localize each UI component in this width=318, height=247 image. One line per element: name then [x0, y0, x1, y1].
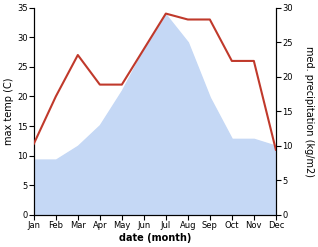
X-axis label: date (month): date (month): [119, 233, 191, 243]
Y-axis label: med. precipitation (kg/m2): med. precipitation (kg/m2): [304, 46, 314, 177]
Y-axis label: max temp (C): max temp (C): [4, 78, 14, 145]
